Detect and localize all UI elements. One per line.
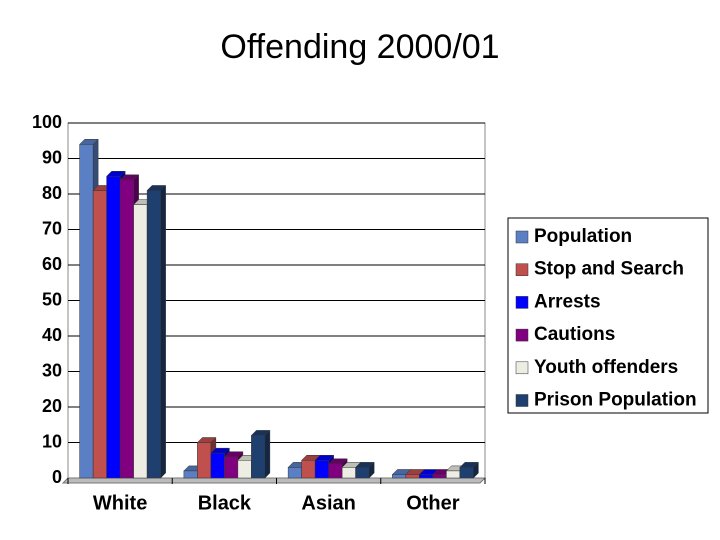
legend-swatch [515,328,529,342]
legend-label: Arrests [534,291,601,312]
bar [341,467,356,479]
bar [251,435,266,479]
legend-label: Stop and Search [534,259,684,280]
bar [314,460,329,479]
legend-swatch [515,230,529,244]
y-tick-label: 80 [42,183,62,203]
bar [183,470,198,479]
bar [133,204,148,479]
bar [355,467,370,479]
y-tick-label: 0 [52,467,62,487]
x-tick-label: Asian [301,492,355,514]
legend-swatch [515,361,529,375]
bar [119,179,134,479]
y-tick-label: 40 [42,325,62,345]
x-tick-label: Other [406,492,460,514]
bar [459,467,474,479]
legend-label: Population [534,226,632,247]
bar-side [264,429,271,479]
y-tick-label: 70 [42,218,62,238]
bar [301,460,316,479]
legend-label: Prison Population [534,390,697,411]
legend-swatch [515,394,529,407]
bar [106,176,121,479]
y-tick-label: 60 [42,254,62,274]
y-tick-label: 20 [42,396,62,416]
bar-side [160,184,166,479]
bar [328,463,343,479]
y-tick-label: 100 [32,112,62,132]
bar [287,467,302,479]
floor [61,477,487,484]
x-tick-label: Black [198,492,252,514]
bar [432,474,447,479]
legend-box [507,217,709,414]
bar [146,190,161,479]
y-tick-label: 90 [42,147,62,167]
bar [224,456,239,479]
y-tick-label: 50 [42,289,62,309]
legend-label: Youth offenders [534,357,678,378]
bar [92,190,107,479]
bar [197,442,212,479]
bar [419,474,434,479]
bar [237,460,252,479]
bar [392,474,407,479]
y-tick-label: 10 [42,431,62,451]
legend-swatch [515,296,529,309]
bar [405,474,420,479]
bar [79,144,94,479]
chart-title: Offending 2000/01 [220,28,499,66]
bar [446,470,461,479]
bar [210,452,225,479]
y-tick-label: 30 [42,360,62,380]
legend-swatch [515,263,529,276]
legend-label: Cautions [534,324,615,345]
x-tick-label: White [93,492,147,514]
